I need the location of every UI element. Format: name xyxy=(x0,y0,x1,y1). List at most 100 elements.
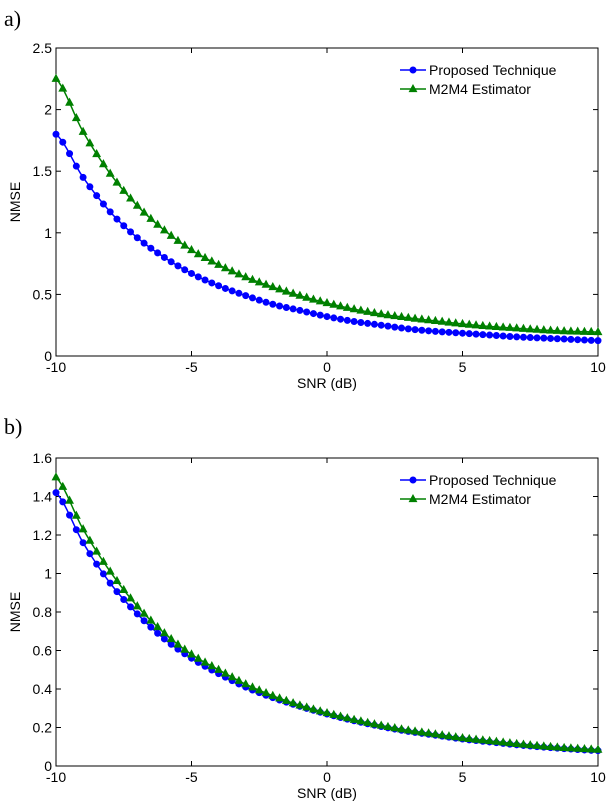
data-point xyxy=(200,252,210,262)
data-point xyxy=(559,742,569,751)
data-point xyxy=(498,737,508,746)
data-point xyxy=(430,315,440,324)
data-point xyxy=(593,326,603,336)
data-point xyxy=(492,332,500,340)
data-point xyxy=(491,321,501,331)
data-point xyxy=(438,328,446,336)
data-point xyxy=(431,327,439,335)
data-point xyxy=(580,744,589,753)
data-point xyxy=(376,309,386,318)
data-point xyxy=(228,287,236,295)
legend-marker xyxy=(409,476,417,484)
data-point xyxy=(288,288,298,297)
data-point xyxy=(322,708,332,717)
y-tick-label: 0 xyxy=(44,758,52,774)
data-point xyxy=(417,314,427,323)
data-point xyxy=(539,741,549,750)
data-point xyxy=(566,743,576,752)
data-point xyxy=(498,322,508,331)
data-point xyxy=(275,693,285,702)
data-point xyxy=(296,306,304,314)
data-point xyxy=(235,289,243,297)
data-point xyxy=(425,327,433,335)
data-point xyxy=(458,733,467,742)
data-point xyxy=(485,735,495,745)
y-tick-label: 0.4 xyxy=(33,681,53,697)
x-axis-label: SNR (dB) xyxy=(297,375,357,391)
data-point xyxy=(330,314,338,322)
data-point xyxy=(127,228,135,236)
data-point xyxy=(472,330,480,338)
data-point xyxy=(471,320,481,329)
data-point xyxy=(586,744,596,753)
data-point xyxy=(370,320,378,328)
data-point xyxy=(66,511,74,519)
data-point xyxy=(369,307,379,317)
data-point xyxy=(411,326,419,334)
data-point xyxy=(92,546,102,555)
data-point xyxy=(139,608,149,617)
data-point xyxy=(65,97,74,106)
data-point xyxy=(86,183,94,191)
data-point xyxy=(78,126,88,135)
data-point xyxy=(255,296,263,304)
data-point xyxy=(214,664,224,673)
data-point xyxy=(78,524,88,533)
data-point xyxy=(323,313,331,321)
data-point xyxy=(160,253,168,261)
data-point xyxy=(120,222,128,230)
y-axis-label: NMSE xyxy=(7,182,23,222)
data-point xyxy=(98,556,108,565)
legend: Proposed Technique M2M4 Estimator xyxy=(400,62,557,97)
data-point xyxy=(79,173,87,181)
data-point xyxy=(166,230,176,239)
x-tick-label: 10 xyxy=(590,359,606,375)
data-point xyxy=(363,306,373,315)
data-point xyxy=(173,639,183,648)
data-point xyxy=(254,277,264,286)
data-point xyxy=(281,286,291,295)
data-point xyxy=(262,298,270,306)
data-point xyxy=(539,325,549,334)
data-point xyxy=(573,326,583,335)
data-point xyxy=(519,323,528,332)
y-tick-label: 0.6 xyxy=(33,643,53,659)
data-point xyxy=(295,290,305,299)
data-point xyxy=(248,294,256,302)
data-point xyxy=(181,266,189,274)
data-point xyxy=(153,621,163,631)
data-point xyxy=(268,281,278,291)
data-point xyxy=(377,321,385,329)
data-point xyxy=(282,303,290,311)
data-point xyxy=(120,595,128,603)
data-point xyxy=(315,706,325,715)
y-tick-label: 0.8 xyxy=(33,604,53,620)
data-point xyxy=(221,284,229,292)
data-point xyxy=(451,318,461,327)
data-point xyxy=(430,729,440,738)
data-point xyxy=(391,323,399,331)
data-point xyxy=(261,688,271,697)
legend-label: M2M4 Estimator xyxy=(429,81,531,97)
y-tick-label: 1.6 xyxy=(33,450,53,466)
data-point xyxy=(241,272,251,281)
y-tick-label: 0.5 xyxy=(33,286,53,302)
data-point xyxy=(445,328,453,336)
data-point xyxy=(140,239,148,247)
data-point xyxy=(512,738,522,747)
data-point xyxy=(329,709,339,718)
data-point xyxy=(336,301,345,310)
data-point xyxy=(65,495,74,504)
data-point xyxy=(566,326,576,335)
data-point xyxy=(356,716,366,725)
x-axis-label: SNR (dB) xyxy=(297,785,357,801)
data-point xyxy=(268,690,278,699)
data-point xyxy=(322,297,332,307)
data-point xyxy=(376,720,386,729)
data-point xyxy=(160,635,168,643)
data-point xyxy=(79,539,87,547)
data-point xyxy=(342,713,352,722)
x-tick-label: -10 xyxy=(46,359,66,375)
data-point xyxy=(200,657,210,666)
data-point xyxy=(356,305,366,314)
